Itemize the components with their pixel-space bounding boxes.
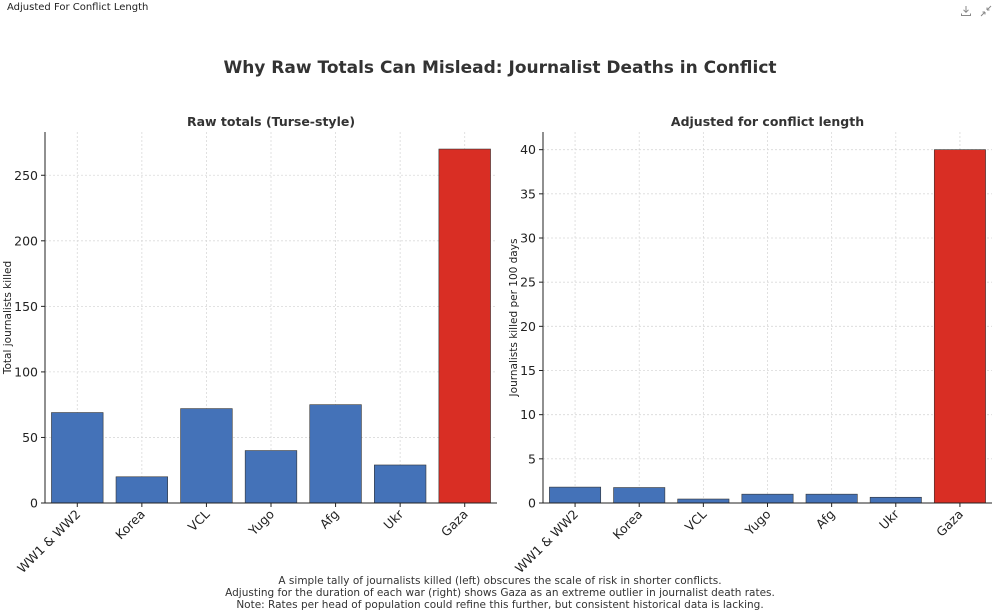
y-tick-label: 200: [14, 233, 38, 248]
window-title: Adjusted For Conflict Length: [7, 2, 149, 13]
x-tick-label: Yugo: [245, 507, 277, 539]
x-tick-label: WW1 & WW2: [14, 507, 83, 576]
x-tick-label: Gaza: [933, 507, 966, 540]
x-tick-label: Korea: [112, 507, 148, 543]
bar: [613, 487, 666, 504]
y-tick-label: 250: [14, 168, 38, 183]
collapse-icon[interactable]: [980, 2, 992, 17]
bar: [51, 412, 104, 504]
x-tick-label: Ukr: [380, 506, 406, 532]
bar: [933, 149, 986, 504]
x-tick-label: Afg: [317, 507, 342, 532]
bar: [677, 498, 730, 504]
bar: [115, 476, 168, 504]
y-tick-label: 50: [22, 430, 38, 445]
chart-title: Raw totals (Turse-style): [187, 114, 355, 129]
chart-panel: 0 50 100 150 200 250 WW1 & WW2 Korea VCL Yugo Afg U…: [2, 114, 497, 576]
caption-line: Adjusting for the duration of each war (…: [225, 587, 775, 599]
bar: [549, 486, 602, 504]
x-tick-label: Yugo: [741, 507, 773, 539]
y-tick-label: 25: [520, 275, 536, 290]
y-tick-label: 40: [520, 142, 536, 157]
bar: [374, 464, 427, 504]
x-tick-label: VCL: [185, 506, 213, 534]
window-controls: [960, 2, 992, 17]
chart-panel: 0 5 10 15 20 25 30 35 40 WW1 & WW2 Korea VCL Yugo Afg…: [508, 114, 992, 576]
bar: [309, 404, 362, 504]
x-tick-label: Korea: [610, 507, 646, 543]
y-tick-label: 100: [14, 364, 38, 379]
x-tick-label: WW1 & WW2: [512, 507, 581, 576]
y-tick-label: 150: [14, 299, 38, 314]
y-tick-label: 5: [528, 451, 536, 466]
bar: [869, 496, 922, 504]
bar: [180, 408, 233, 504]
bar: [438, 148, 491, 504]
figure-title: Why Raw Totals Can Mislead: Journalist D…: [223, 58, 777, 78]
y-tick-label: 10: [520, 407, 536, 422]
bar: [244, 450, 298, 504]
y-tick-label: 20: [520, 319, 536, 334]
bar: [741, 493, 794, 504]
x-tick-label: Afg: [813, 507, 838, 532]
y-tick-label: 15: [520, 363, 536, 378]
x-tick-label: VCL: [682, 506, 710, 534]
y-tick-label: 30: [520, 231, 536, 246]
bar: [805, 493, 858, 504]
figure-caption: A simple tally of journalists killed (le…: [0, 575, 1000, 611]
y-axis-label: Total journalists killed: [2, 261, 14, 375]
y-tick-label: 35: [520, 186, 536, 201]
y-tick-label: 0: [528, 496, 536, 511]
y-axis-label: Journalists killed per 100 days: [508, 239, 520, 398]
download-icon[interactable]: [960, 2, 972, 16]
caption-line: Note: Rates per head of population could…: [236, 599, 764, 611]
chart-title: Adjusted for conflict length: [671, 114, 864, 129]
y-tick-label: 0: [30, 496, 38, 511]
x-tick-label: Ukr: [876, 506, 902, 532]
caption-line: A simple tally of journalists killed (le…: [278, 575, 722, 587]
x-tick-label: Gaza: [438, 507, 471, 540]
